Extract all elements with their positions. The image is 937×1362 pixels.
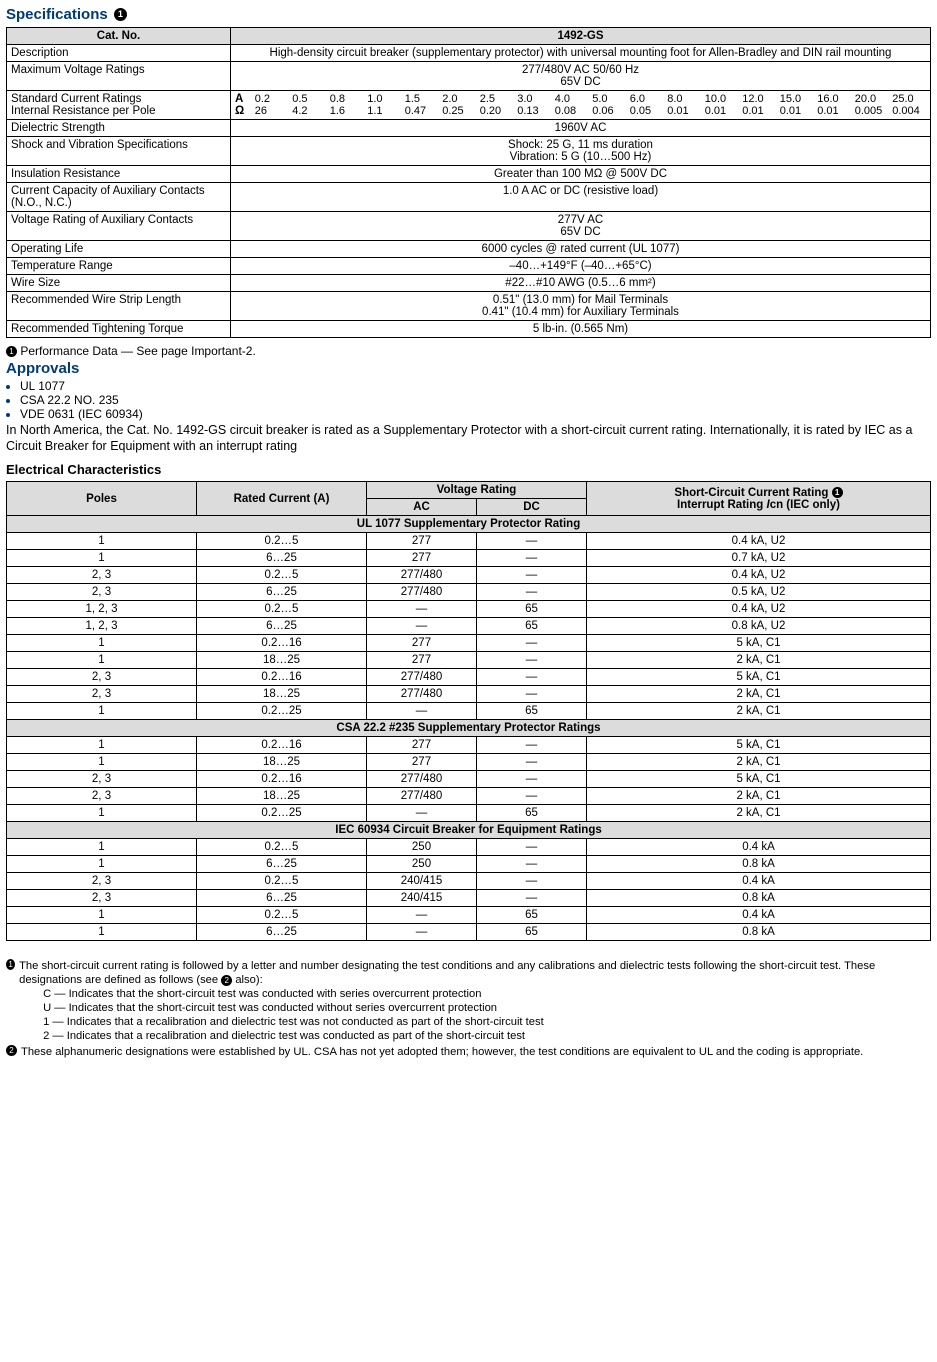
th-scr: Short-Circuit Current Rating 1 Interrupt…	[587, 482, 931, 516]
rating-column: 12.00.01	[742, 93, 772, 117]
ratings-columns: 0.226 0.54.2 0.81.6 1.01.1 1.50.47 2.00.25 2.5…	[251, 93, 926, 117]
rating-column: 2.00.25	[442, 93, 472, 117]
rating-column: 15.00.01	[780, 93, 810, 117]
spec-header-model: 1492-GS	[231, 28, 931, 45]
footnote-marker-2-icon: 2	[221, 975, 232, 986]
table-row: 10.2…16277—5 kA, C1	[7, 635, 931, 652]
rating-column: 0.226	[255, 93, 285, 117]
table-row: Description High-density circuit breaker…	[7, 45, 931, 62]
footnote-marker-1-icon: 1	[114, 8, 127, 21]
rating-column: 0.54.2	[292, 93, 322, 117]
footnote-marker-1-icon: 1	[6, 959, 15, 970]
elec-heading: Electrical Characteristics	[6, 462, 931, 477]
rating-column: 3.00.13	[517, 93, 547, 117]
specifications-table: Cat. No. 1492-GS Description High-densit…	[6, 27, 931, 338]
electrical-characteristics-table: Poles Rated Current (A) Voltage Rating S…	[6, 481, 931, 941]
rating-column: 1.50.47	[405, 93, 435, 117]
rating-column: 10.00.01	[705, 93, 735, 117]
footnote-marker-1-icon: 1	[6, 346, 17, 357]
th-ac: AC	[367, 499, 477, 516]
table-row: 16…25—650.8 kA	[7, 924, 931, 941]
performance-note: 1 Performance Data — See page Important-…	[6, 344, 931, 358]
list-item: CSA 22.2 NO. 235	[20, 393, 931, 407]
table-row: Shock and Vibration Specifications Shock…	[7, 137, 931, 166]
approvals-body: In North America, the Cat. No. 1492-GS c…	[6, 423, 931, 454]
rating-column: 6.00.05	[630, 93, 660, 117]
table-row: 10.2…25—652 kA, C1	[7, 805, 931, 822]
footnote-line: U — Indicates that the short-circuit tes…	[43, 1001, 931, 1015]
table-row: 2, 36…25277/480—0.5 kA, U2	[7, 584, 931, 601]
spec-header-catno: Cat. No.	[7, 28, 231, 45]
table-row: 1, 2, 30.2…5—650.4 kA, U2	[7, 601, 931, 618]
page-title: Specifications 1	[6, 6, 931, 23]
table-row: 2, 30.2…5277/480—0.4 kA, U2	[7, 567, 931, 584]
rating-column: 16.00.01	[817, 93, 847, 117]
table-row: Temperature Range –40…+149°F (–40…+65°C)	[7, 258, 931, 275]
table-row: Operating Life 6000 cycles @ rated curre…	[7, 241, 931, 258]
table-row: 10.2…5—650.4 kA	[7, 907, 931, 924]
table-row: 10.2…5277—0.4 kA, U2	[7, 533, 931, 550]
table-row: 118…25277—2 kA, C1	[7, 652, 931, 669]
table-row: Recommended Tightening Torque 5 lb-in. (…	[7, 321, 931, 338]
footnote-line: 1 — Indicates that a recalibration and d…	[43, 1015, 931, 1029]
th-rated: Rated Current (A)	[197, 482, 367, 516]
table-row: Maximum Voltage Ratings 277/480V AC 50/6…	[7, 62, 931, 91]
rating-column: 0.81.6	[330, 93, 360, 117]
list-item: UL 1077	[20, 379, 931, 393]
rating-column: 1.01.1	[367, 93, 397, 117]
table-row: 10.2…5250—0.4 kA	[7, 839, 931, 856]
section-header-row: CSA 22.2 #235 Supplementary Protector Ra…	[7, 720, 931, 737]
th-voltage-rating: Voltage Rating	[367, 482, 587, 499]
footnote-2: 2 These alphanumeric designations were e…	[6, 1045, 931, 1059]
footnote-marker-1-icon: 1	[832, 487, 843, 498]
footnotes: 1 The short-circuit current rating is fo…	[6, 959, 931, 1059]
rating-column: 20.00.005	[855, 93, 885, 117]
table-row: Insulation Resistance Greater than 100 M…	[7, 166, 931, 183]
table-row: Dielectric Strength 1960V AC	[7, 120, 931, 137]
table-row: Recommended Wire Strip Length 0.51" (13.…	[7, 292, 931, 321]
footnote-marker-2-icon: 2	[6, 1045, 17, 1056]
approvals-list: UL 1077 CSA 22.2 NO. 235 VDE 0631 (IEC 6…	[20, 379, 931, 421]
title-text: Specifications	[6, 6, 108, 23]
rating-column: 2.50.20	[480, 93, 510, 117]
footnote-line: C — Indicates that the short-circuit tes…	[43, 987, 931, 1001]
table-row: 2, 318…25277/480—2 kA, C1	[7, 788, 931, 805]
approvals-heading: Approvals	[6, 360, 931, 377]
table-row: 2, 30.2…16277/480—5 kA, C1	[7, 771, 931, 788]
table-row: 118…25277—2 kA, C1	[7, 754, 931, 771]
rating-column: 25.00.004	[892, 93, 922, 117]
table-row: 2, 318…25277/480—2 kA, C1	[7, 686, 931, 703]
th-poles: Poles	[7, 482, 197, 516]
section-header-row: UL 1077 Supplementary Protector Rating	[7, 516, 931, 533]
rating-column: 5.00.06	[592, 93, 622, 117]
table-row: 1, 2, 36…25—650.8 kA, U2	[7, 618, 931, 635]
list-item: VDE 0631 (IEC 60934)	[20, 407, 931, 421]
table-row: 10.2…16277—5 kA, C1	[7, 737, 931, 754]
footnote-1: 1 The short-circuit current rating is fo…	[6, 959, 931, 1043]
section-header-row: IEC 60934 Circuit Breaker for Equipment …	[7, 822, 931, 839]
footnote-line: 2 — Indicates that a recalibration and d…	[43, 1029, 931, 1043]
table-row: 16…25277—0.7 kA, U2	[7, 550, 931, 567]
table-row: 2, 30.2…5240/415—0.4 kA	[7, 873, 931, 890]
th-dc: DC	[477, 499, 587, 516]
rating-column: 4.00.08	[555, 93, 585, 117]
table-row: Wire Size #22…#10 AWG (0.5…6 mm²)	[7, 275, 931, 292]
rating-column: 8.00.01	[667, 93, 697, 117]
table-row: Current Capacity of Auxiliary Contacts (…	[7, 183, 931, 212]
table-row: 2, 30.2…16277/480—5 kA, C1	[7, 669, 931, 686]
table-row: 10.2…25—652 kA, C1	[7, 703, 931, 720]
table-row: Standard Current Ratings Internal Resist…	[7, 91, 931, 120]
table-row: 16…25250—0.8 kA	[7, 856, 931, 873]
table-row: Voltage Rating of Auxiliary Contacts 277…	[7, 212, 931, 241]
table-row: 2, 36…25240/415—0.8 kA	[7, 890, 931, 907]
